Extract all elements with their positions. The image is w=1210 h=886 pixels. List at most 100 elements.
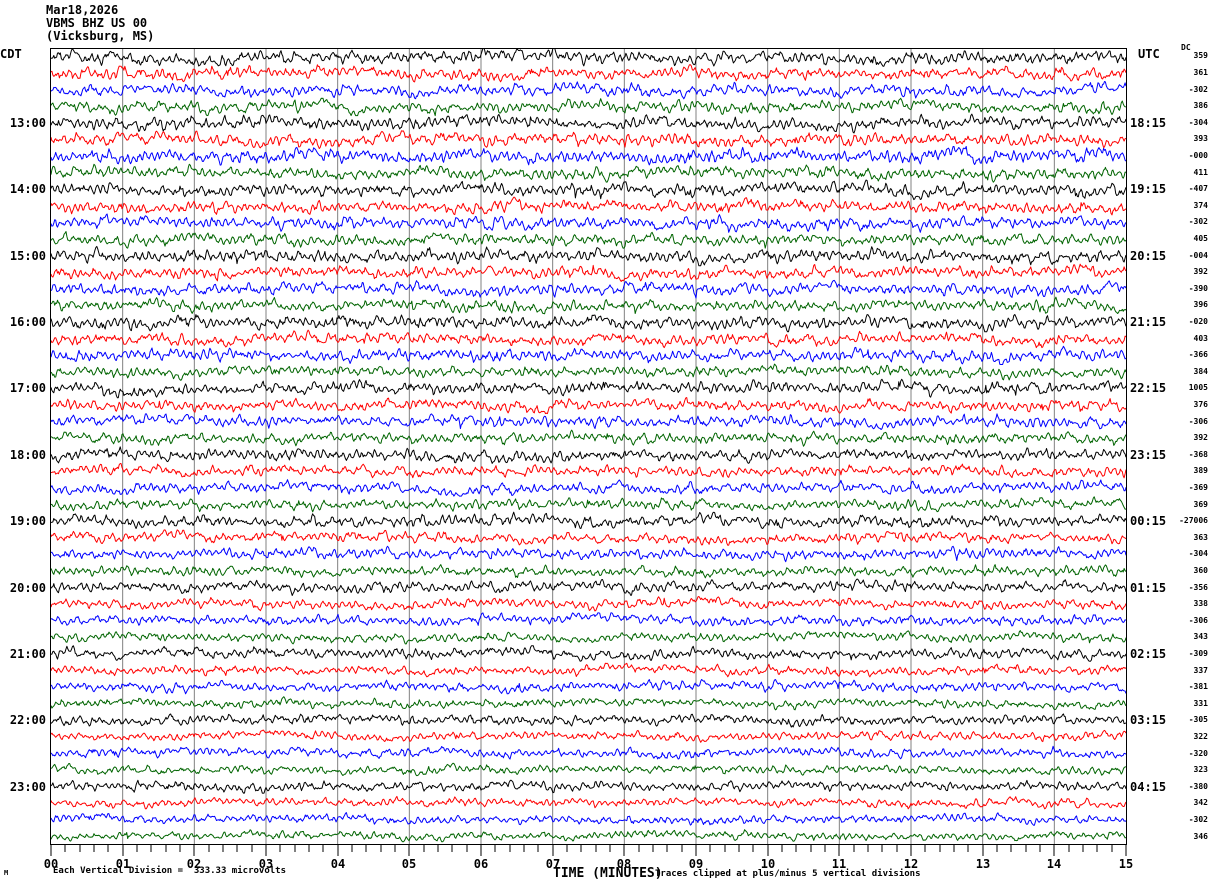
dc-value: -000 [1188,150,1208,160]
seismogram-trace [51,146,1126,166]
dc-value: 322 [1193,732,1208,742]
dc-value: 343 [1193,632,1208,642]
seismogram-trace [51,696,1126,711]
seismogram-trace [51,378,1126,399]
record-date: Mar18,2026 [46,3,119,17]
clip-note: Traces clipped at plus/minus 5 vertical … [655,869,921,879]
dc-value: 411 [1193,167,1208,177]
seismogram-trace [51,829,1126,843]
station-code: VBMS BHZ US 00 [46,16,148,30]
left-hour-label: 23:00 [9,779,46,794]
dc-value: -302 [1188,84,1208,94]
x-axis-tick-label: 10 [760,857,776,871]
right-hour-label: 00:15 [1130,514,1167,529]
dc-value: -306 [1188,615,1208,625]
x-axis-tick-label: 01 [115,857,131,871]
seismogram-trace [51,296,1126,315]
dc-value: 392 [1193,433,1208,443]
x-axis-tick-label: 03 [258,857,274,871]
dc-value: 342 [1193,798,1208,808]
helicorder-plot[interactable] [50,48,1127,845]
right-timezone-label: UTC [1138,47,1160,61]
seismogram-trace [51,578,1126,596]
dc-value: -369 [1188,483,1208,492]
seismogram-trace [51,596,1126,612]
dc-value: -27006 [1179,516,1208,526]
seismogram-trace [51,245,1126,267]
seismogram-trace [51,762,1126,777]
x-axis-tick-label: 00 [43,857,59,871]
dc-value: -302 [1188,815,1208,825]
right-hour-label: 01:15 [1130,580,1167,595]
dc-value: -390 [1188,283,1208,293]
dc-value: 338 [1193,599,1208,609]
seismogram-trace [51,413,1126,430]
x-axis-tick-label: 08 [616,857,632,871]
dc-value: -020 [1188,316,1208,326]
dc-value: 331 [1193,698,1208,708]
dc-value: 405 [1193,233,1208,243]
seismogram-trace [51,795,1126,810]
left-hour-label: 13:00 [9,115,46,130]
seismogram-trace [51,812,1126,826]
right-hour-label: 21:15 [1130,314,1167,329]
dc-value: 396 [1193,300,1208,310]
seismogram-trace [51,49,1126,67]
seismogram-trace [51,529,1126,546]
right-hour-label: 03:15 [1130,713,1167,728]
seismogram-trace [51,196,1126,216]
seismogram-trace [51,779,1126,794]
seismogram-trace [51,113,1126,134]
x-axis-tick-label: 06 [473,857,489,871]
x-axis-tick-label: 15 [1118,857,1134,871]
seismogram-trace [51,429,1126,447]
dc-value: 360 [1193,566,1208,576]
dc-value: 359 [1193,51,1208,61]
dc-value: 361 [1193,67,1208,77]
seismogram-trace [51,564,1126,579]
seismogram-trace [51,81,1126,100]
dc-value: -366 [1188,350,1208,360]
dc-value: 389 [1193,466,1208,476]
x-axis-tick-marks [50,845,1127,856]
seismogram-trace [51,163,1126,183]
dc-value: -004 [1188,250,1208,260]
station-location: (Vicksburg, MS) [46,29,155,43]
dc-value: 376 [1193,399,1208,409]
seismogram-trace [51,64,1126,83]
x-axis-tick-label: 14 [1046,857,1062,871]
dc-value: -380 [1188,781,1208,791]
seismogram-trace [51,179,1126,201]
right-hour-label: 20:15 [1130,248,1167,263]
dc-column-header: DC [1181,43,1191,52]
dc-value: 374 [1193,200,1208,210]
seismogram-trace [51,679,1126,695]
x-axis-tick-label: 13 [975,857,991,871]
x-axis-ticks [50,845,1127,857]
left-hour-label: 17:00 [9,381,46,396]
dc-value: 337 [1193,665,1208,675]
seismogram-trace [51,263,1126,282]
left-hour-label: 20:00 [9,580,46,595]
dc-value: -368 [1188,449,1208,459]
left-hour-label: 14:00 [9,182,46,197]
scale-note: Each Vertical Division = 333.33 microvol… [53,866,286,876]
dc-value: 369 [1193,499,1208,509]
right-hour-label: 22:15 [1130,381,1167,396]
seismogram-trace [51,314,1126,333]
dc-value: 323 [1193,765,1208,775]
dc-value: 393 [1193,134,1208,144]
seismogram-trace [51,713,1126,728]
dc-value: 392 [1193,267,1208,277]
x-axis-tick-label: 07 [545,857,561,871]
x-axis-title: TIME (MINUTES) [553,866,663,881]
left-timezone-label: CDT [0,47,22,61]
dc-value: 386 [1193,101,1208,111]
seismogram-trace [51,545,1126,563]
seismogram-trace [51,397,1126,415]
dc-value: 384 [1193,366,1208,376]
dc-value: -306 [1188,416,1208,426]
dc-value: -304 [1188,117,1208,127]
seismogram-trace [51,130,1126,149]
seismogram-trace [51,729,1126,743]
